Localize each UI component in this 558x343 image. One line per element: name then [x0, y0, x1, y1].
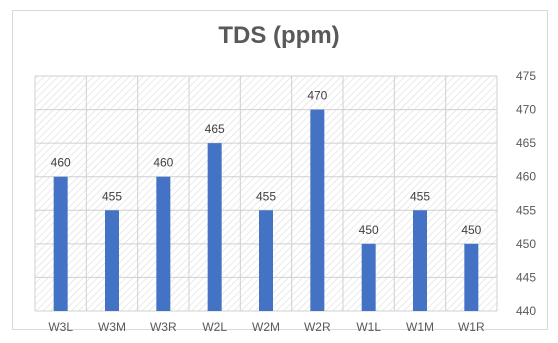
data-label: 455 [102, 189, 122, 203]
bar [464, 243, 479, 311]
data-label: 465 [205, 122, 225, 136]
y-tick-label: 470 [516, 103, 536, 117]
chart-title: TDS (ppm) [218, 22, 340, 49]
x-tick-label: W1R [458, 320, 485, 334]
data-label: 450 [359, 223, 379, 237]
x-tick-label: W3L [48, 320, 73, 334]
bar [413, 210, 427, 311]
x-tick-label: W2L [202, 320, 227, 334]
bar [310, 109, 325, 311]
y-tick-label: 445 [516, 270, 536, 284]
y-tick-label: 455 [516, 203, 536, 217]
x-tick-label: W2M [252, 320, 280, 334]
data-label: 470 [307, 89, 327, 103]
bar [53, 176, 68, 311]
bar [361, 243, 376, 311]
y-tick-label: 450 [516, 237, 536, 251]
x-tick-label: W1L [356, 320, 381, 334]
y-tick-label: 475 [516, 69, 536, 83]
bar [156, 176, 171, 311]
data-label: 460 [51, 156, 71, 170]
data-label: 460 [153, 156, 173, 170]
data-label: 450 [461, 223, 481, 237]
data-label: 455 [256, 189, 276, 203]
x-tick-label: W1M [406, 320, 434, 334]
x-tick-label: W3R [150, 320, 177, 334]
y-tick-label: 440 [516, 304, 536, 318]
x-tick-label: W3M [98, 320, 126, 334]
bar [259, 210, 273, 311]
y-tick-label: 465 [516, 136, 536, 150]
bar [207, 143, 222, 311]
bar [105, 210, 119, 311]
y-tick-label: 460 [516, 170, 536, 184]
x-tick-label: W2R [304, 320, 331, 334]
data-label: 455 [410, 189, 430, 203]
